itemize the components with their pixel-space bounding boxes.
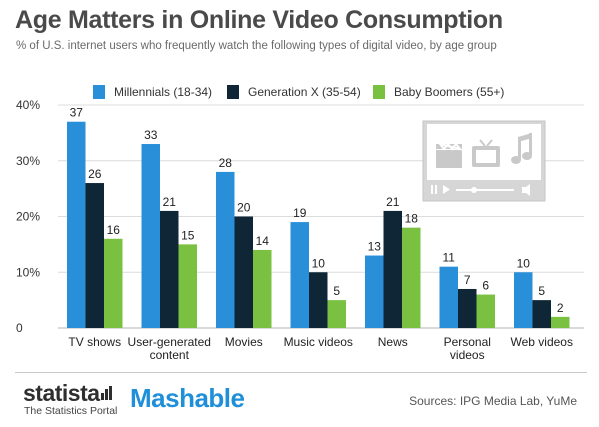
bar-baby-boomers <box>104 238 123 328</box>
statista-logo: statista <box>23 380 100 406</box>
x-tick-label: Music videos <box>284 335 353 349</box>
y-tick-label: 0 <box>16 321 23 335</box>
data-label: 5 <box>538 284 545 298</box>
bar-generation-x <box>383 210 402 328</box>
data-label: 20 <box>237 201 251 215</box>
statista-logo-mark <box>101 386 112 400</box>
chart-title: Age Matters in Online Video Consumption <box>15 6 503 34</box>
data-label: 10 <box>517 256 531 270</box>
bar-baby-boomers <box>551 316 570 328</box>
x-tick-label: User-generated <box>128 335 211 349</box>
x-tick-label: Movies <box>225 335 263 349</box>
data-label: 28 <box>219 156 233 170</box>
film-clapper-icon <box>436 142 463 168</box>
legend-swatch-baby-boomers <box>373 84 385 99</box>
legend-swatch-generation-x <box>227 84 239 99</box>
legend-item-baby-boomers: Baby Boomers (55+) <box>373 84 505 99</box>
bar-millennials <box>216 171 235 328</box>
data-label: 11 <box>443 251 456 265</box>
x-tick-label: videos <box>450 348 485 362</box>
data-label: 13 <box>368 240 382 254</box>
y-tick-label: 30% <box>16 154 40 168</box>
data-label: 5 <box>333 284 340 298</box>
bar-generation-x <box>160 210 179 328</box>
bar-millennials <box>67 121 86 328</box>
data-label: 6 <box>482 279 489 293</box>
music-note-icon <box>511 133 532 164</box>
sources-note: Sources: IPG Media Lab, YuMe <box>409 394 577 408</box>
bar-millennials <box>365 255 384 328</box>
bars <box>67 121 570 328</box>
y-axis-tick-labels: 0 10% 20% 30% 40% <box>16 98 40 335</box>
x-tick-label: Personal <box>444 335 491 349</box>
bar-generation-x <box>85 183 104 328</box>
y-tick-label: 10% <box>16 265 40 279</box>
data-label: 18 <box>405 212 419 226</box>
legend-swatch-millennials <box>93 84 105 99</box>
statista-tagline: The Statistics Portal <box>24 405 118 417</box>
data-label: 16 <box>107 223 121 237</box>
bar-baby-boomers <box>327 300 346 328</box>
data-label: 2 <box>557 301 564 315</box>
player-controls <box>431 184 530 196</box>
bar-baby-boomers <box>253 249 272 328</box>
legend-label-baby-boomers: Baby Boomers (55+) <box>394 84 505 99</box>
x-tick-label: News <box>378 335 408 349</box>
data-label: 10 <box>312 256 326 270</box>
x-tick-label: Web videos <box>511 335 573 349</box>
data-label: 26 <box>88 167 102 181</box>
bar-millennials <box>141 144 160 328</box>
data-label: 14 <box>256 234 270 248</box>
chart-subtitle: % of U.S. internet users who frequently … <box>16 40 497 52</box>
progress-handle <box>471 187 477 193</box>
legend-item-generation-x: Generation X (35-54) <box>227 84 361 99</box>
bar-baby-boomers <box>178 244 197 328</box>
bar-generation-x <box>532 300 551 328</box>
bar-millennials <box>439 266 458 328</box>
bar-millennials <box>290 222 309 328</box>
bar-chart: 010%20%30%40% 37261633211528201419105132… <box>16 98 584 362</box>
x-tick-label: content <box>150 348 190 362</box>
data-label: 33 <box>144 128 158 142</box>
data-label: 19 <box>293 206 307 220</box>
data-label: 21 <box>163 195 177 209</box>
legend-item-millennials: Millennials (18-34) <box>93 84 213 99</box>
bar-generation-x <box>234 216 253 328</box>
y-tick-label: 20% <box>16 210 40 224</box>
legend-label-millennials: Millennials (18-34) <box>114 84 213 99</box>
volume-icon <box>522 184 530 196</box>
data-label: 37 <box>70 106 84 120</box>
bar-millennials <box>514 272 533 328</box>
bar-generation-x <box>309 272 328 328</box>
data-label: 21 <box>386 195 400 209</box>
tv-icon <box>472 139 500 167</box>
data-label: 7 <box>464 273 471 287</box>
mashable-logo: Mashable <box>130 383 245 413</box>
x-tick-label: TV shows <box>68 335 121 349</box>
video-player-illustration <box>422 120 546 202</box>
bar-baby-boomers <box>402 227 421 328</box>
bar-baby-boomers <box>476 294 495 328</box>
bar-generation-x <box>458 288 477 328</box>
data-label: 15 <box>181 228 195 242</box>
y-tick-label: 40% <box>16 98 40 112</box>
legend-label-generation-x: Generation X (35-54) <box>248 84 361 99</box>
pause-icon <box>431 185 433 194</box>
play-icon <box>443 185 450 194</box>
footer-divider <box>15 372 587 373</box>
